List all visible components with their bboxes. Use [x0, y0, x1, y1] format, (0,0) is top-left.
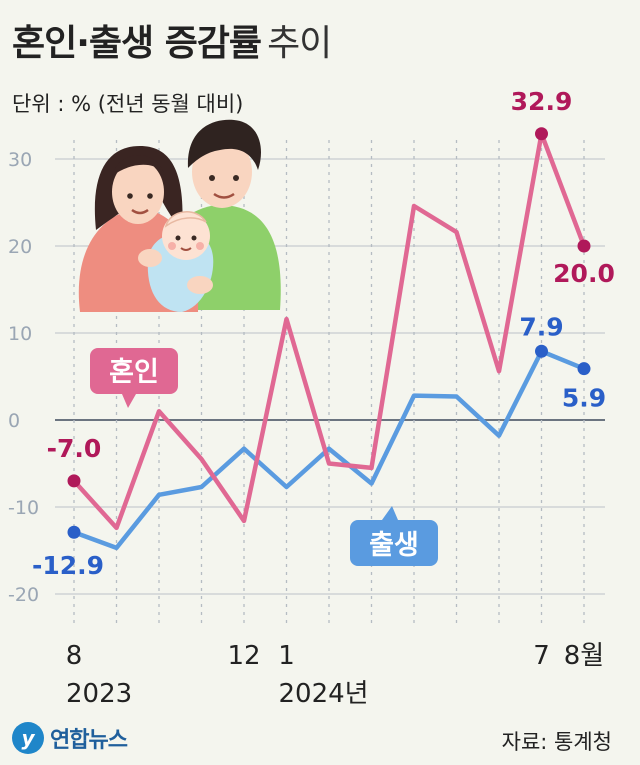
line-chart: -20 -10 0 10 20 30 8 12 1 7 8월 2023 2024년 -7.0 32.9 2…	[8, 87, 615, 709]
data-label: 32.9	[511, 87, 573, 116]
chart-title: 혼인·출생 증감률 추이	[12, 14, 332, 66]
data-labels: -7.0 32.9 20.0 -12.9 7.9 5.9	[32, 87, 615, 580]
series-line-birth	[73, 349, 585, 551]
data-point	[67, 474, 81, 488]
publisher-logo: y 연합뉴스	[12, 722, 128, 754]
data-label: 20.0	[553, 259, 615, 288]
data-label: -12.9	[32, 551, 104, 580]
year-label: 2024년	[279, 679, 369, 709]
series-line-marriage	[72, 131, 587, 531]
y-tick-label: 10	[8, 323, 32, 345]
title-light: 추이	[267, 23, 332, 64]
y-tick-labels: -20 -10 0 10 20 30	[8, 149, 39, 606]
y-tick-label: -20	[8, 584, 39, 606]
source-label: 자료: 통계청	[501, 730, 612, 754]
data-point	[67, 525, 81, 539]
data-point	[577, 362, 591, 376]
y-tick-label: -10	[8, 497, 39, 519]
series-lines	[72, 131, 587, 551]
y-tick-label: 0	[8, 410, 20, 432]
data-label: 7.9	[519, 312, 563, 341]
x-tick-label: 7	[533, 641, 550, 671]
title-bold: 혼인·출생 증감률	[12, 23, 262, 64]
x-tick-label: 12	[227, 641, 260, 671]
x-tick-label: 1	[278, 641, 295, 671]
x-tick-label: 8	[66, 641, 83, 671]
x-tick-labels: 8 12 1 7 8월 2023 2024년	[66, 641, 605, 709]
logo-mark-icon: y	[12, 722, 44, 754]
unit-label: 단위 : % (전년 동월 대비)	[12, 92, 244, 116]
legend-badge-marriage: 혼인	[90, 348, 178, 408]
data-point	[535, 344, 548, 358]
data-label: -7.0	[47, 434, 102, 463]
legend-label-marriage: 혼인	[109, 357, 159, 388]
family-illustration	[78, 119, 281, 312]
y-tick-label: 20	[8, 236, 32, 258]
logo-name: 연합뉴스	[50, 728, 128, 753]
data-point	[535, 127, 548, 141]
data-points	[67, 127, 591, 539]
legend-badge-birth: 출생	[350, 506, 438, 566]
y-tick-label: 30	[8, 149, 32, 171]
data-label: 5.9	[562, 384, 606, 413]
data-point	[577, 239, 591, 253]
year-label: 2023	[66, 679, 132, 709]
legend-label-birth: 출생	[369, 530, 419, 561]
x-tick-label: 8월	[564, 641, 604, 671]
